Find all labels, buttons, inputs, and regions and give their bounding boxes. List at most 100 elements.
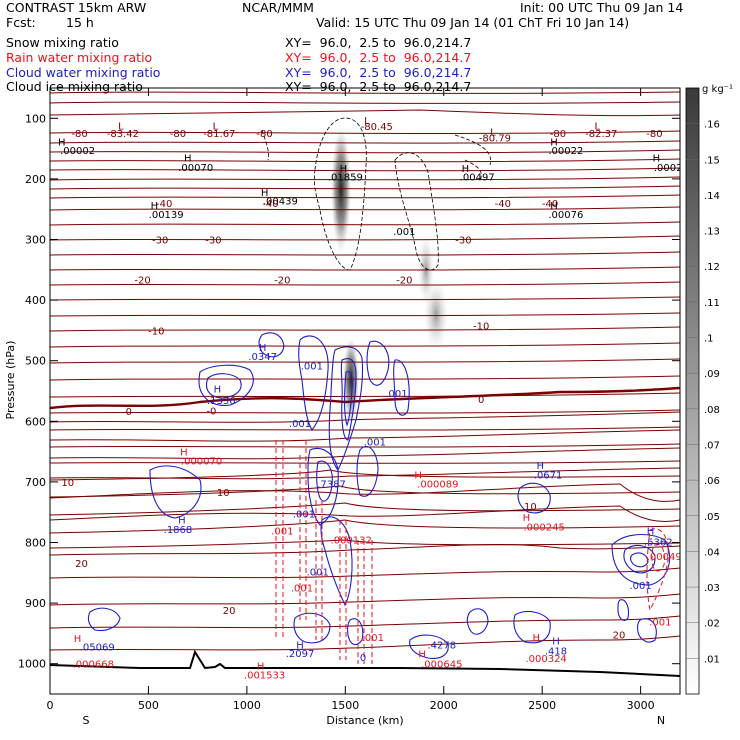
x-tick-label: 2500 — [528, 699, 556, 712]
isotherm-label: -20 — [274, 275, 290, 286]
contour-extremum-label: .000132 — [331, 535, 372, 546]
y-tick-label: 300 — [25, 234, 46, 247]
field-name-rain: Rain water mixing ratio — [6, 50, 153, 65]
contour-extremum-label: .0347 — [248, 352, 277, 363]
isotherm-label: -80.45 — [361, 122, 393, 133]
contour-extremum-label: .001 — [291, 583, 313, 594]
contour-extremum-label: H — [550, 137, 558, 148]
contour-extremum-label: H — [550, 201, 558, 212]
contour-extremum-label: .00497 — [460, 172, 495, 183]
y-tick-label: 1000 — [18, 658, 46, 671]
north-end-label: N — [657, 714, 665, 727]
contour-extremum-label: L — [595, 122, 601, 133]
contour-extremum-label: .001 — [362, 633, 384, 644]
contour-extremum-label: H — [523, 513, 531, 524]
contour-extremum-label: H — [74, 634, 82, 645]
contour-extremum-label: .001 — [293, 509, 315, 520]
isotherm-label: -30 — [152, 236, 168, 247]
contour-extremum-label: .000070 — [181, 457, 222, 468]
plot-frame — [49, 87, 681, 695]
isotherm-label: -80 — [71, 129, 87, 140]
contour-extremum-label: .00049 — [647, 552, 682, 563]
isotherm-label: -40 — [262, 199, 278, 210]
cloud-ice-contours — [261, 117, 491, 271]
isotherm-label: 0 — [478, 395, 484, 406]
contour-extremum-label: H — [296, 640, 304, 651]
contour-extremum-label: H — [653, 154, 661, 165]
contour-extremum-label: .2097 — [286, 649, 315, 660]
isotherm-label: -80 — [646, 129, 662, 140]
contour-extremum-label: .000089 — [417, 480, 458, 491]
terrain-line — [50, 649, 680, 677]
isotherm-label: -30 — [455, 236, 471, 247]
y-axis-title: Pressure (hPa) — [4, 341, 17, 420]
contour-extremum-label: L — [118, 122, 124, 133]
contour-extremum-label: .1336 — [207, 396, 236, 407]
contour-extremum-label: .001 — [385, 389, 407, 400]
contour-extremum-label: .001 — [629, 581, 651, 592]
field-name-cloud-ice: Cloud ice mixing ratio — [6, 79, 143, 94]
contour-extremum-label: H — [214, 385, 222, 396]
rain-contours — [275, 440, 669, 664]
contour-extremum-label: .000668 — [73, 660, 114, 671]
contour-extremum-label: H — [184, 154, 192, 165]
contour-extremum-label: L — [490, 128, 496, 139]
y-tick-label: 600 — [25, 415, 46, 428]
contour-extremum-label: .000245 — [523, 523, 564, 534]
contour-extremum-label: H — [340, 164, 348, 175]
field-name-cloud-water: Cloud water mixing ratio — [6, 65, 161, 80]
contour-extremum-label: .001 — [307, 568, 329, 579]
isotherm-label: -40 — [542, 199, 558, 210]
y-tick-label: 700 — [25, 476, 46, 489]
contour-extremum-label: .001 — [271, 526, 293, 537]
contour-extremum-label: L — [364, 116, 370, 127]
contour-extremum-label: .001533 — [244, 671, 285, 682]
colorbar-tick-label: .13 — [704, 227, 720, 238]
contour-extremum-label: .00070 — [178, 163, 213, 174]
isotherm-label: 10 — [524, 502, 537, 513]
isotherm-label: 20 — [613, 631, 626, 642]
colorbar-tick-label: .02 — [704, 619, 720, 630]
isotherm-label: 10 — [61, 478, 74, 489]
isotherm-label: -40 — [156, 199, 172, 210]
x-tick-label: 2000 — [430, 699, 458, 712]
isotherm-label: -80 — [170, 129, 186, 140]
isotherm-label: -83.42 — [107, 129, 139, 140]
contour-extremum-label: H — [259, 343, 267, 354]
field-xy-snow: XY= 96.0, 2.5 to 96.0,214.7 — [285, 35, 472, 50]
contour-extremum-label: .4278 — [427, 640, 456, 651]
isotherm-label: 10 — [217, 488, 230, 499]
field-xy-cloud-ice: XY= 96.0, 2.5 to 96.0,214.7 — [285, 79, 472, 94]
colorbar-tick-label: .06 — [704, 476, 720, 487]
x-tick-label: 500 — [138, 699, 159, 712]
contour-extremum-label: H — [58, 137, 66, 148]
contour-extremum-label: .00139 — [149, 210, 184, 221]
contour-extremum-label: .01859 — [328, 172, 363, 183]
contour-extremum-label: H — [462, 164, 470, 175]
model-title: CONTRAST 15km ARW — [6, 0, 147, 15]
colorbar — [685, 87, 700, 695]
contour-extremum-label: .00002 — [60, 146, 95, 157]
org-label: NCAR/MMM — [242, 0, 314, 15]
fcst-label: Fcst: — [6, 15, 36, 30]
isotherm-label: -20 — [134, 275, 150, 286]
contour-extremum-label: .7387 — [317, 480, 346, 491]
y-tick-label: 100 — [25, 112, 46, 125]
isotherm-label: -0 — [206, 406, 216, 417]
isotherm-label: 0 — [126, 407, 132, 418]
y-tick-label: 400 — [25, 294, 46, 307]
isotherm-label: -80.79 — [479, 134, 511, 145]
field-xy-rain: XY= 96.0, 2.5 to 96.0,214.7 — [285, 50, 472, 65]
valid-time: Valid: 15 UTC Thu 09 Jan 14 (01 ChT Fri … — [316, 15, 630, 30]
isotherm-label: 20 — [75, 559, 88, 570]
contour-extremum-label: .418 — [545, 646, 567, 657]
colorbar-tick-label: .1 — [704, 334, 714, 345]
colorbar-tick-label: .05 — [704, 512, 720, 523]
contour-extremum-label: .000645 — [421, 660, 462, 671]
isotherm-label: -82.37 — [585, 129, 617, 140]
contour-extremum-label: H — [257, 662, 265, 673]
field-xy-cloud-water: XY= 96.0, 2.5 to 96.0,214.7 — [285, 65, 472, 80]
x-axis-title: Distance (km) — [326, 714, 403, 727]
colorbar-tick-label: .16 — [704, 120, 720, 131]
contour-extremum-label: .001 — [393, 227, 415, 238]
